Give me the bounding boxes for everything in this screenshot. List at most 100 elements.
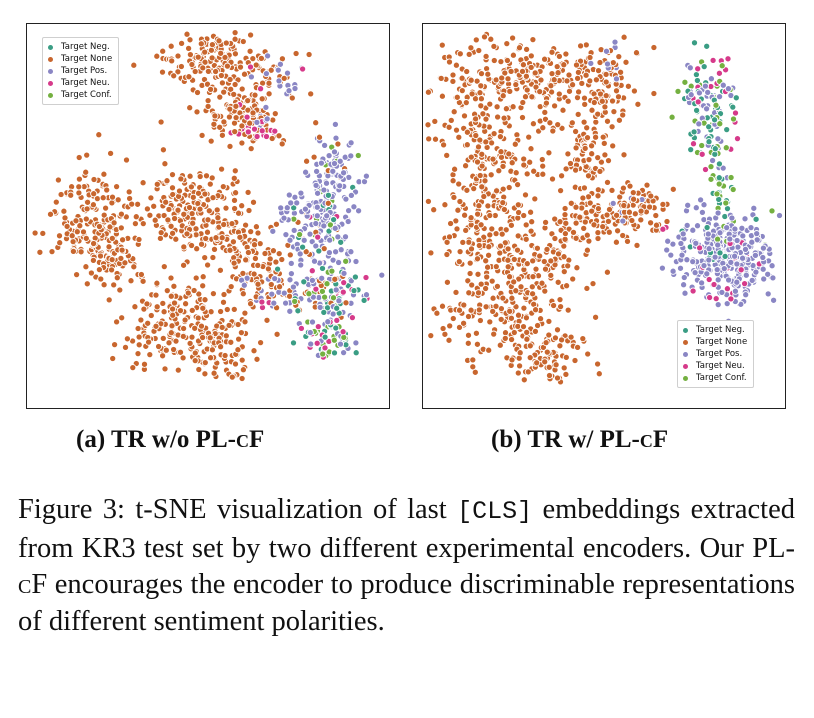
point-none — [67, 191, 75, 199]
point-pos — [331, 224, 339, 232]
point-pos — [342, 195, 350, 203]
point-none — [258, 95, 266, 103]
point-none — [225, 321, 233, 329]
point-none — [536, 88, 544, 96]
point-pos — [775, 211, 784, 220]
point-none — [527, 63, 535, 71]
point-none — [506, 273, 514, 281]
point-none — [130, 263, 138, 271]
point-none — [195, 365, 203, 374]
point-none — [541, 265, 550, 273]
point-none — [615, 53, 623, 61]
point-none — [475, 46, 483, 55]
point-none — [485, 243, 493, 251]
point-none — [529, 257, 537, 265]
subfigure-label-b-smallcaps: cF — [639, 426, 669, 453]
point-none — [430, 206, 438, 214]
point-none — [196, 172, 204, 181]
point-pos — [669, 267, 677, 275]
legend-entry-none: Target None — [683, 336, 747, 348]
point-none — [433, 309, 441, 317]
point-none — [520, 376, 528, 384]
point-none — [216, 266, 224, 274]
point-none — [180, 324, 188, 333]
point-none — [663, 217, 671, 226]
point-pos — [726, 235, 734, 243]
point-none — [174, 366, 182, 374]
point-none — [631, 210, 639, 218]
point-none — [194, 314, 202, 322]
point-none — [453, 225, 461, 233]
point-none — [497, 58, 505, 66]
point-none — [169, 229, 177, 237]
point-none — [102, 204, 110, 212]
point-none — [157, 118, 165, 126]
point-none — [193, 108, 201, 116]
point-conf — [715, 180, 723, 188]
point-none — [487, 171, 495, 179]
point-none — [87, 269, 95, 277]
point-pos — [724, 85, 732, 93]
point-neg — [700, 63, 708, 71]
point-pos — [770, 296, 778, 304]
point-none — [159, 146, 167, 154]
point-conf — [328, 267, 336, 275]
point-pos — [698, 279, 706, 287]
point-none — [486, 318, 494, 326]
point-neu — [308, 267, 316, 275]
point-none — [608, 186, 616, 194]
point-none — [135, 235, 143, 244]
point-none — [507, 67, 515, 75]
point-none — [95, 266, 103, 274]
point-pos — [692, 204, 700, 212]
point-none — [117, 210, 125, 218]
point-none — [574, 343, 582, 351]
point-none — [254, 261, 262, 269]
point-none — [625, 208, 633, 216]
point-neg — [721, 212, 729, 221]
point-none — [538, 279, 546, 287]
point-pos — [310, 257, 319, 265]
point-none — [239, 37, 247, 46]
point-none — [594, 234, 602, 243]
point-none — [189, 193, 197, 201]
point-none — [490, 130, 498, 138]
point-none — [238, 122, 246, 130]
point-none — [634, 100, 642, 108]
point-none — [167, 274, 175, 282]
point-pos — [332, 248, 340, 256]
legend-marker-pos — [48, 68, 53, 74]
point-none — [543, 245, 551, 253]
point-pos — [768, 262, 776, 270]
point-none — [594, 205, 602, 213]
point-none — [476, 171, 484, 180]
point-none — [586, 77, 594, 85]
point-none — [443, 278, 451, 286]
point-none — [244, 97, 252, 105]
point-none — [569, 228, 578, 236]
point-none — [169, 305, 177, 313]
point-none — [221, 351, 229, 360]
point-neu — [246, 63, 255, 71]
point-none — [188, 241, 196, 250]
point-none — [475, 306, 483, 314]
point-none — [574, 68, 582, 76]
point-pos — [728, 214, 736, 222]
point-none — [131, 303, 139, 311]
point-neg — [715, 160, 723, 168]
point-none — [521, 191, 530, 199]
point-none — [269, 247, 277, 255]
point-pos — [703, 270, 711, 278]
point-pos — [326, 236, 334, 244]
tsne-plot-a: Target Neg. Target None Target Pos. Targ… — [26, 23, 390, 409]
point-none — [288, 94, 296, 102]
point-none — [431, 135, 440, 143]
point-none — [518, 67, 527, 75]
point-pos — [297, 261, 305, 269]
point-none — [496, 341, 504, 349]
point-none — [135, 333, 143, 341]
point-neu — [333, 316, 341, 324]
legend-label-conf: Target Conf. — [61, 90, 112, 100]
point-neu — [694, 98, 702, 106]
point-none — [511, 140, 519, 148]
